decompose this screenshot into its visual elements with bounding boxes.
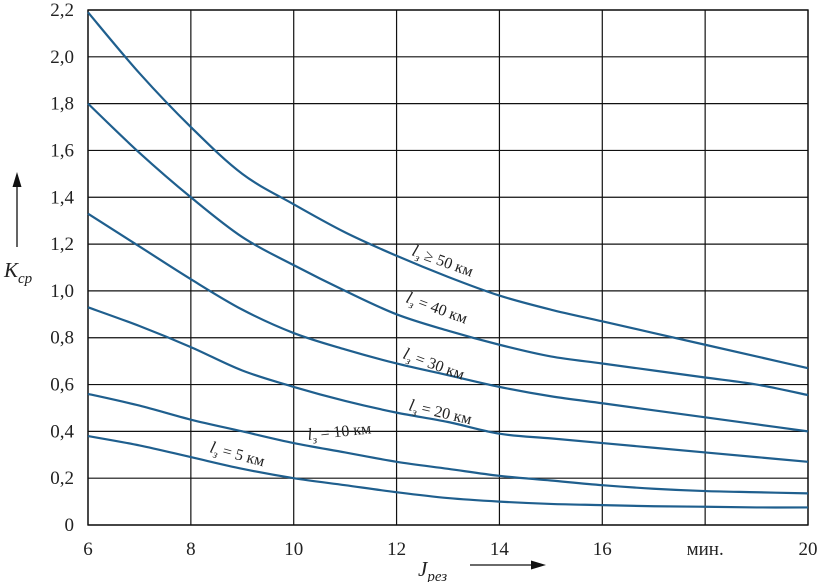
series-label-sub: з bbox=[406, 299, 415, 312]
x-tick-label: 16 bbox=[593, 539, 612, 560]
series-label-0: lз ≥ 50 км bbox=[409, 241, 476, 283]
x-axis-arrow-head-icon bbox=[531, 560, 546, 570]
x-axis-label-sub: рез bbox=[426, 569, 447, 582]
series-label-4: lз = 10 км bbox=[306, 418, 372, 447]
series-label-sub: з bbox=[311, 434, 318, 446]
x-tick-label: 8 bbox=[186, 539, 196, 560]
y-axis-arrow-head-icon bbox=[12, 172, 22, 187]
series-label-sub: з bbox=[403, 355, 412, 368]
x-tick-label: 14 bbox=[490, 539, 510, 560]
y-tick-label: 2,0 bbox=[50, 47, 74, 68]
series-line-5 bbox=[87, 434, 809, 509]
series-line-4 bbox=[87, 392, 809, 495]
series-label-l: l bbox=[306, 425, 313, 444]
y-tick-label: 2,2 bbox=[50, 0, 74, 21]
y-tick-label: 0,4 bbox=[50, 421, 74, 442]
y-tick-label: 1,2 bbox=[50, 234, 74, 255]
series-line-2 bbox=[87, 212, 809, 433]
y-tick-label: 0 bbox=[65, 515, 75, 536]
series-label-l: l bbox=[410, 241, 421, 261]
series-label-rest: = 10 км bbox=[316, 420, 372, 443]
series-line-1 bbox=[87, 102, 809, 397]
y-tick-label: 1,0 bbox=[50, 281, 74, 302]
x-tick-label: 20 bbox=[799, 539, 818, 560]
series-label-rest: = 30 км bbox=[409, 349, 466, 384]
y-tick-label: 0,8 bbox=[50, 328, 74, 349]
y-axis-label-sub: ср bbox=[18, 271, 33, 287]
series-label-rest: = 20 км bbox=[416, 399, 473, 428]
y-axis-label: Kср bbox=[3, 258, 33, 287]
x-tick-label: мин. bbox=[687, 539, 724, 560]
series-line-3 bbox=[87, 306, 809, 463]
x-tick-label: 6 bbox=[83, 539, 93, 560]
series-label-l: l bbox=[404, 288, 415, 308]
series-label-rest: = 5 км bbox=[217, 442, 267, 471]
series-label-3: lз = 20 км bbox=[406, 395, 473, 431]
x-axis-label-main: J bbox=[418, 557, 429, 581]
y-tick-label: 0,2 bbox=[50, 468, 74, 489]
series-label-2: lз = 30 км bbox=[400, 344, 468, 387]
series-label-sub: з bbox=[211, 448, 219, 461]
x-axis-label: Jрез bbox=[418, 557, 447, 582]
y-tick-label: 0,6 bbox=[50, 375, 74, 396]
x-tick-label: 10 bbox=[284, 539, 303, 560]
series-label-1: lз = 40 км bbox=[403, 288, 471, 331]
series-label-l: l bbox=[401, 344, 412, 364]
series-label-sub: з bbox=[410, 406, 418, 419]
x-tick-label: 12 bbox=[387, 539, 406, 560]
y-tick-label: 1,6 bbox=[50, 140, 74, 161]
series-label-l: l bbox=[407, 395, 416, 415]
series-label-sub: з bbox=[412, 252, 421, 265]
y-axis-label-main: K bbox=[3, 258, 19, 282]
plot-frame bbox=[87, 9, 809, 526]
y-tick-label: 1,8 bbox=[50, 94, 74, 115]
y-tick-label: 1,4 bbox=[50, 187, 74, 208]
series-label-l: l bbox=[208, 438, 218, 458]
series-line-0 bbox=[87, 11, 809, 370]
